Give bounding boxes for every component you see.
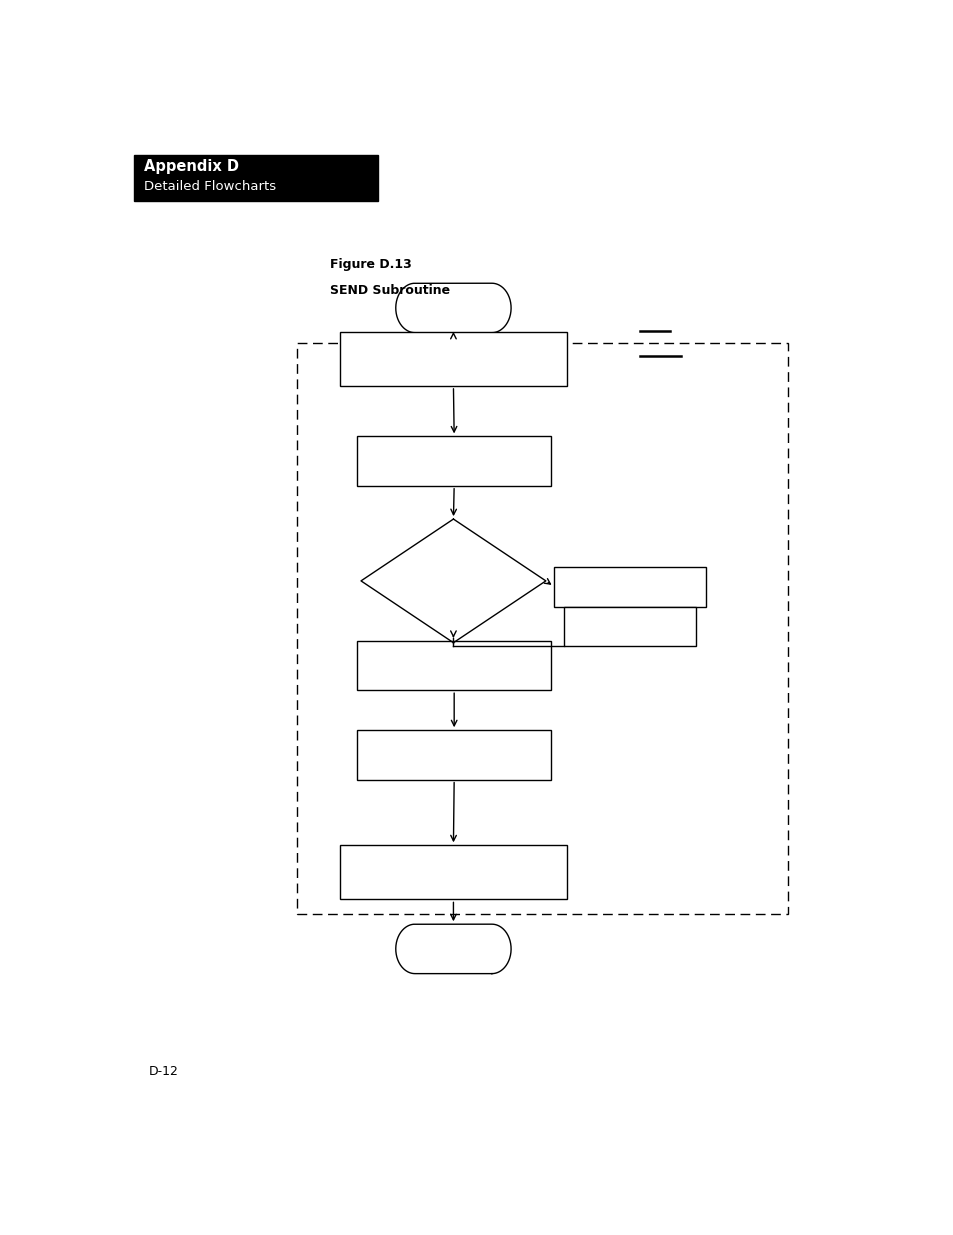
Text: Appendix D: Appendix D <box>144 159 238 174</box>
Bar <box>357 730 551 779</box>
Polygon shape <box>395 924 511 973</box>
Text: Detailed Flowcharts: Detailed Flowcharts <box>144 179 275 193</box>
Bar <box>357 436 551 485</box>
Bar <box>339 332 567 385</box>
Text: SEND Subroutine: SEND Subroutine <box>330 284 450 298</box>
Bar <box>296 343 787 914</box>
Text: Figure D.13: Figure D.13 <box>330 258 412 270</box>
Polygon shape <box>395 283 511 332</box>
Text: D-12: D-12 <box>149 1066 178 1078</box>
Bar <box>554 567 705 606</box>
Bar <box>357 641 551 690</box>
Bar <box>339 845 567 899</box>
Bar <box>133 154 377 200</box>
Polygon shape <box>360 519 545 642</box>
Bar <box>564 606 696 646</box>
